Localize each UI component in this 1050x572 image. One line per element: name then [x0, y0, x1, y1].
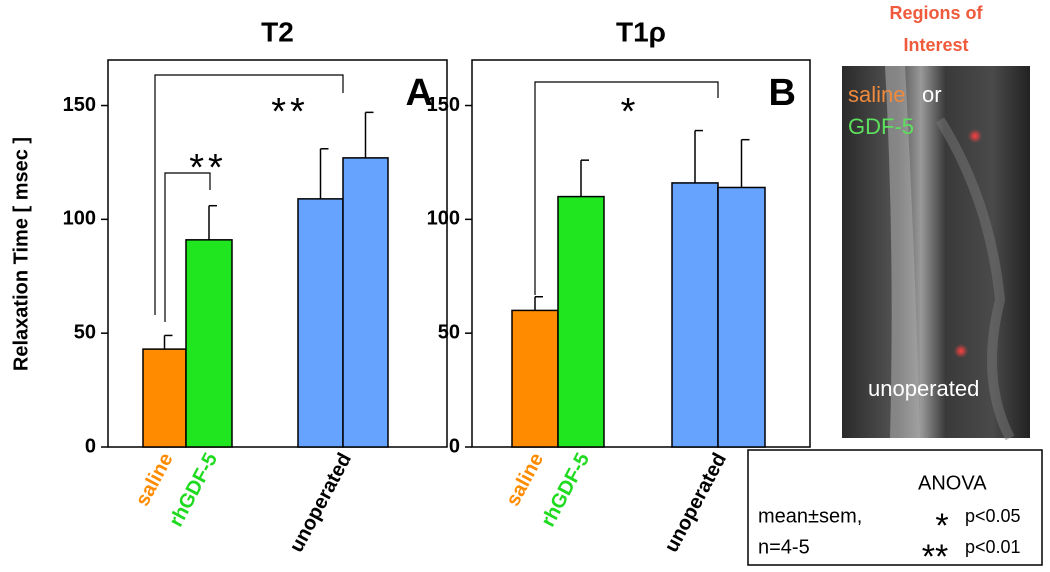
bar	[185, 239, 233, 448]
y-axis-label: Relaxation Time [ msec ]	[10, 137, 32, 371]
significance-bracket	[534, 81, 719, 295]
bar	[511, 309, 559, 448]
chart-title: T1ρ	[616, 16, 666, 47]
y-tick-label: 0	[85, 435, 96, 457]
panel-letter: A	[406, 72, 433, 114]
legend-star: **	[922, 538, 948, 572]
roi-label: saline	[848, 82, 905, 107]
legend-text: mean±sem,	[758, 505, 862, 527]
roi-label: GDF-5	[848, 114, 914, 139]
mri-structure	[935, 117, 1015, 441]
roi-spot	[968, 129, 982, 143]
bar	[557, 195, 605, 448]
legend-text: ANOVA	[918, 472, 987, 494]
significance-stars: *	[621, 91, 640, 133]
roi-label: unoperated	[868, 376, 979, 401]
bar	[297, 198, 344, 448]
significance-bracket	[164, 172, 211, 322]
significance-stars: **	[189, 147, 227, 189]
y-tick-label: 150	[427, 94, 460, 116]
legend-box	[747, 449, 1043, 566]
bar	[717, 186, 766, 448]
roi-label: or	[922, 82, 942, 107]
bar	[142, 348, 187, 448]
plot-frame	[471, 59, 811, 448]
legend-text: n=4-5	[758, 536, 810, 558]
chart-title: T2	[261, 16, 294, 47]
panel-letter: B	[769, 72, 796, 114]
roi-panel: Regions of Interest saline or GDF-5 unop…	[842, 3, 1030, 441]
roi-spot	[954, 344, 968, 358]
roi-title: Interest	[903, 35, 968, 55]
y-tick-label: 100	[63, 208, 96, 230]
plot-frame	[107, 59, 448, 448]
significance-bracket	[154, 74, 344, 315]
roi-title: Regions of	[890, 3, 984, 23]
legend: ANOVA mean±sem, n=4-5 * p<0.05 ** p<0.01	[747, 449, 1043, 572]
legend-text: p<0.05	[965, 506, 1021, 526]
y-tick-label: 50	[438, 321, 460, 343]
x-tick-label: unoperated	[661, 449, 732, 555]
mri-image	[842, 66, 1030, 438]
x-tick-label: unoperated	[286, 449, 357, 555]
y-tick-label: 150	[63, 94, 96, 116]
legend-star: *	[935, 507, 948, 545]
y-tick-label: 0	[449, 435, 460, 457]
bar	[671, 182, 719, 448]
x-tick-label: saline	[502, 449, 548, 509]
bar	[342, 157, 389, 448]
y-tick-label: 50	[74, 321, 96, 343]
y-tick-label: 100	[427, 208, 460, 230]
legend-text: p<0.01	[965, 537, 1021, 557]
x-tick-label: saline	[132, 449, 178, 509]
mri-structure	[885, 66, 920, 438]
significance-stars: **	[271, 91, 309, 133]
